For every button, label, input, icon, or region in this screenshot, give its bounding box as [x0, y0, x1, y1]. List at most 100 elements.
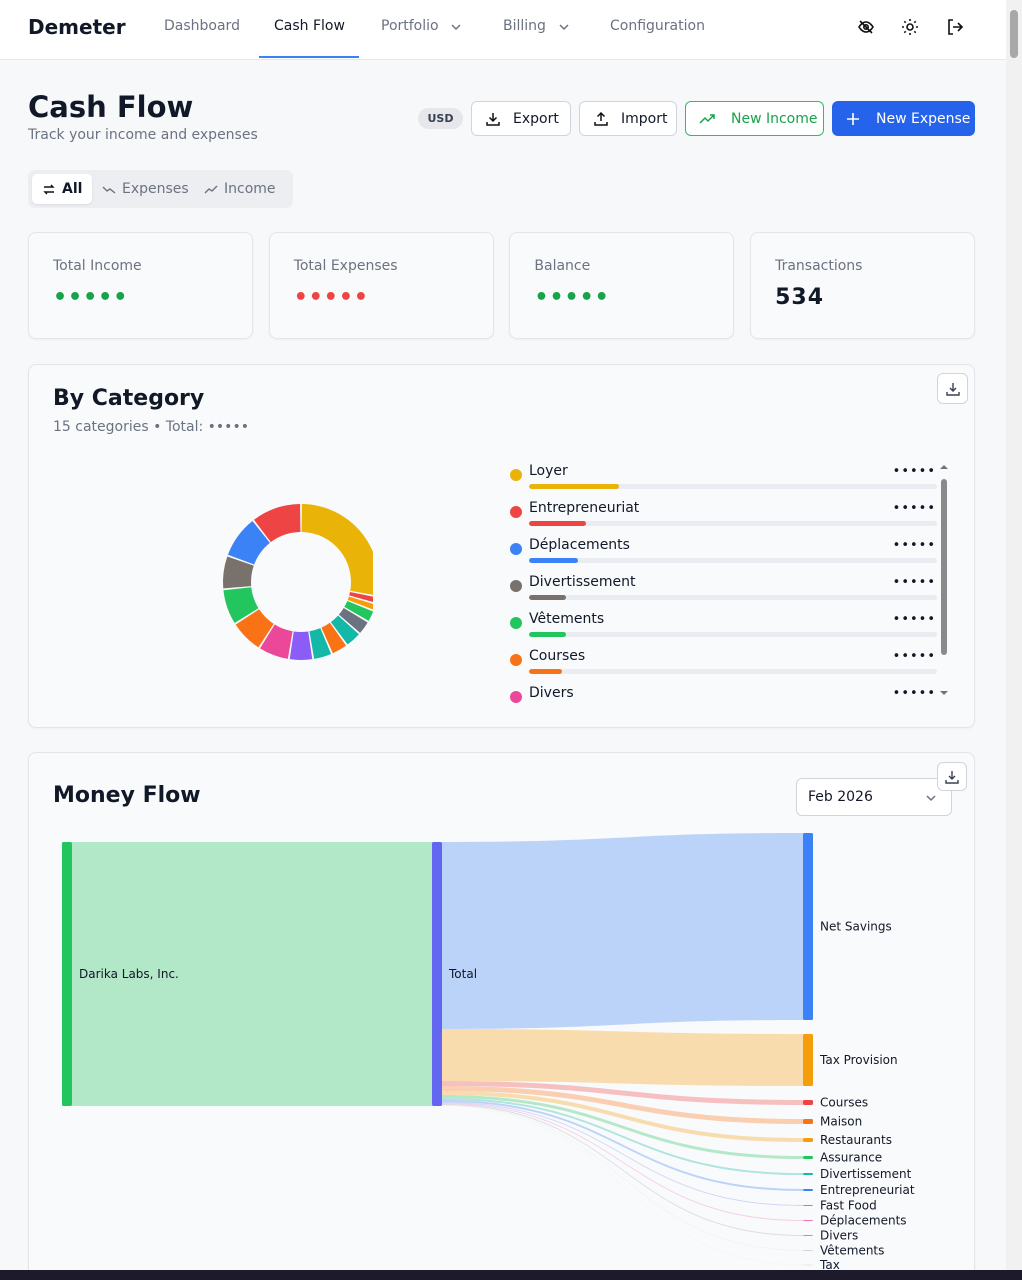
download-icon	[945, 770, 959, 784]
sankey-link	[442, 1081, 803, 1105]
window-edge	[0, 1270, 1022, 1280]
sankey-node	[432, 842, 442, 1106]
tab-icon	[102, 186, 116, 194]
button-label: New Expense	[876, 110, 971, 127]
legend-dot	[510, 506, 522, 518]
sankey-node	[803, 1173, 813, 1175]
page-scrollbar[interactable]	[1006, 0, 1022, 1270]
legend-name: Divertissement	[529, 574, 636, 590]
sankey-label: Entrepreneuriat	[820, 1183, 915, 1197]
sankey-link	[442, 1098, 803, 1175]
sankey-label: Fast Food	[820, 1199, 877, 1213]
button-label: Import	[621, 110, 668, 127]
sankey-node	[803, 1250, 813, 1251]
new-expense-button[interactable]: New Expense	[832, 101, 975, 136]
legend-name: Vêtements	[529, 611, 605, 627]
sankey-link	[442, 1086, 803, 1124]
legend-scrollbar[interactable]	[938, 463, 950, 699]
sankey-label: Tax Provision	[819, 1053, 898, 1067]
currency-badge[interactable]: USD	[418, 108, 463, 129]
tab-label: Income	[224, 181, 276, 197]
sankey-link	[442, 1091, 803, 1142]
legend-bar	[529, 669, 562, 674]
donut-chart	[223, 504, 373, 660]
legend-name: Déplacements	[529, 537, 630, 553]
legend-row: Entrepreneuriat •••••	[510, 498, 950, 535]
legend-row: Courses •••••	[510, 646, 950, 683]
donut-segment	[289, 631, 313, 660]
legend-name: Loyer	[529, 463, 568, 479]
nav-item[interactable]: Dashboard	[164, 18, 240, 34]
export-button[interactable]: Export	[471, 101, 571, 136]
stat-card: Balance •••••	[509, 232, 735, 339]
legend-name: Divers	[529, 685, 574, 701]
sankey-link	[442, 1029, 803, 1086]
download-button[interactable]	[937, 762, 967, 791]
navbar: Demeter Dashboard Cash Flow Portfolio Bi…	[0, 0, 1006, 60]
sankey-label: Maison	[820, 1115, 862, 1129]
sankey-link	[442, 833, 803, 1029]
period-select[interactable]: Feb 2026	[796, 778, 952, 816]
page-title: Cash Flow	[28, 90, 194, 124]
stat-label: Transactions	[775, 258, 863, 274]
sankey-label: Restaurants	[820, 1133, 892, 1147]
tab[interactable]: All	[32, 174, 93, 204]
tab[interactable]: Income	[194, 174, 286, 204]
hide-values-icon[interactable]	[857, 18, 875, 36]
legend-track	[529, 632, 937, 637]
donut-segment	[223, 587, 259, 624]
legend-value: •••••	[892, 464, 936, 479]
legend-track	[529, 521, 937, 526]
legend-row: Vêtements •••••	[510, 609, 950, 646]
legend-dot	[510, 691, 522, 703]
nav-item[interactable]: Cash Flow	[274, 18, 345, 34]
legend-value: •••••	[892, 538, 936, 553]
legend-value: •••••	[892, 612, 936, 627]
sankey-link	[442, 1102, 803, 1206]
legend-bar	[529, 632, 566, 637]
brand[interactable]: Demeter	[28, 15, 126, 39]
sankey-node	[803, 1138, 813, 1142]
theme-icon[interactable]	[901, 18, 919, 36]
sankey-node	[803, 1034, 813, 1086]
donut-segment	[347, 596, 373, 610]
sankey-node	[803, 1220, 813, 1221]
donut-segment	[338, 607, 368, 633]
nav-item[interactable]: Configuration	[610, 18, 705, 34]
legend-value: •••••	[892, 501, 936, 516]
stat-label: Total Income	[53, 258, 142, 274]
tab[interactable]: Expenses	[92, 174, 199, 204]
donut-segment	[223, 556, 254, 589]
stat-value: •••••	[534, 285, 610, 310]
donut-segment	[301, 504, 373, 595]
logout-icon[interactable]	[946, 18, 964, 36]
tab-icon	[43, 184, 55, 194]
donut-segment	[227, 520, 270, 565]
stat-card: Total Income •••••	[28, 232, 253, 339]
sankey-node	[803, 1119, 813, 1124]
sankey-label: Tax	[819, 1258, 840, 1272]
nav-item[interactable]: Billing	[503, 18, 546, 34]
chevron	[926, 795, 936, 802]
legend-track	[529, 484, 937, 489]
sankey-node	[803, 1189, 813, 1191]
icon-path	[204, 185, 218, 193]
legend-row: Divertissement •••••	[510, 572, 950, 609]
period-label: Feb 2026	[808, 789, 873, 805]
scroll-thumb[interactable]	[1010, 10, 1018, 58]
legend-dot	[510, 617, 522, 629]
nav-item[interactable]: Portfolio	[381, 18, 439, 34]
import-button[interactable]: Import	[579, 101, 677, 136]
legend-bar	[529, 595, 566, 600]
stat-label: Balance	[534, 258, 591, 274]
new-income-button[interactable]: New Income	[685, 101, 824, 136]
tab-icon	[204, 185, 218, 193]
category-legend: Loyer ••••• Entrepreneuriat ••••• Déplacemen…	[510, 461, 950, 706]
legend-name: Entrepreneuriat	[529, 500, 640, 516]
filter-tabs: All Expenses Income	[28, 170, 293, 208]
sankey-link	[442, 1105, 803, 1265]
legend-track	[529, 558, 937, 563]
download-button[interactable]	[937, 373, 968, 404]
card-subtitle: 15 categories • Total: •••••	[53, 419, 249, 435]
